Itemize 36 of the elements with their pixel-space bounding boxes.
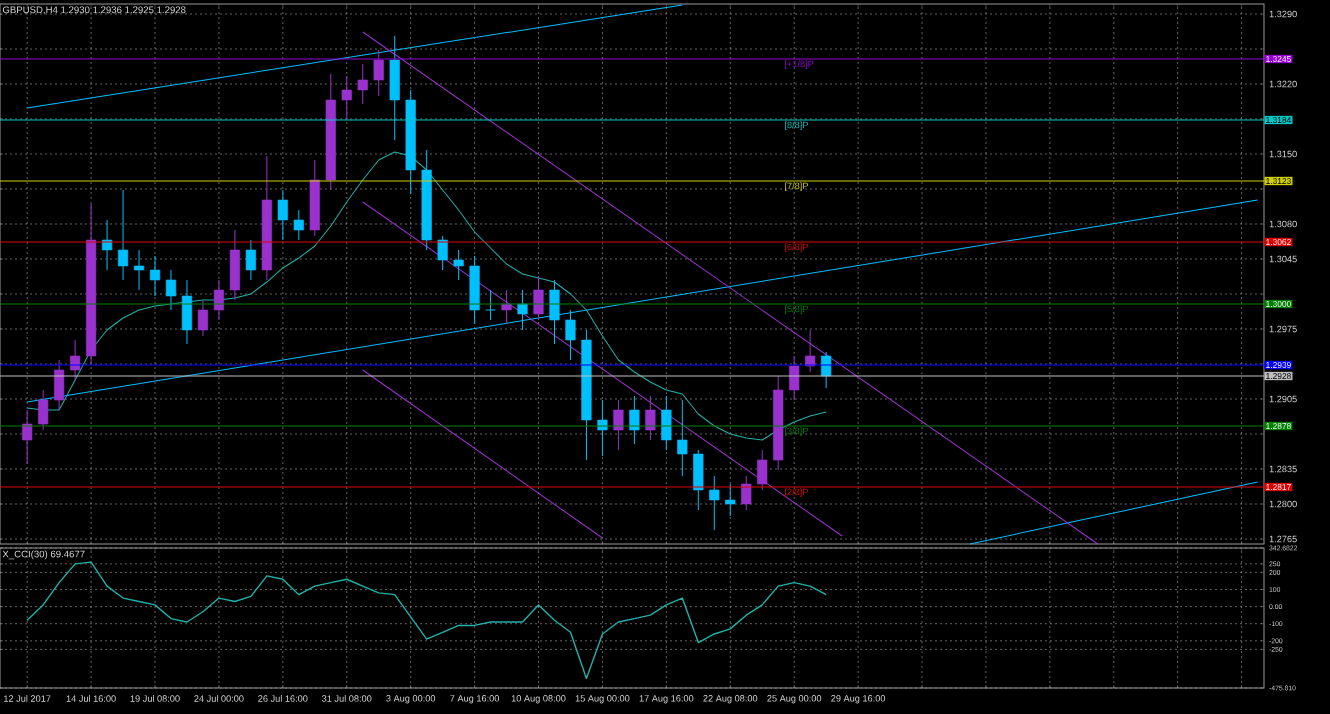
candlestick — [661, 395, 672, 451]
candlestick — [133, 249, 145, 291]
candlestick — [213, 279, 225, 321]
candlestick — [565, 309, 576, 361]
candlestick — [117, 189, 129, 281]
candlestick — [341, 75, 352, 121]
candlestick — [357, 63, 368, 105]
candlestick — [789, 355, 800, 401]
candlestick — [22, 409, 33, 465]
candlestick — [277, 189, 288, 241]
candlestick — [54, 359, 65, 411]
candlestick — [533, 275, 544, 321]
candlestick — [645, 395, 656, 441]
candlestick — [437, 235, 448, 271]
candlestick — [197, 299, 209, 337]
candlestick — [38, 389, 49, 431]
candlestick — [245, 239, 256, 281]
candlestick — [757, 449, 768, 491]
candlestick — [293, 209, 304, 241]
candlestick — [485, 289, 496, 321]
candlestick — [181, 279, 193, 345]
candlestick — [517, 289, 528, 331]
candlestick — [229, 229, 240, 301]
candlestick — [453, 249, 464, 281]
candlestick — [677, 399, 688, 477]
candlestick — [693, 449, 704, 511]
candlestick — [741, 475, 752, 511]
candlestick — [149, 255, 161, 297]
candlestick — [709, 475, 720, 531]
candlestick — [629, 395, 640, 445]
candlestick — [165, 269, 177, 311]
candlestick — [549, 279, 560, 345]
candlestick — [469, 255, 480, 325]
candlestick — [613, 399, 624, 451]
candlestick — [373, 49, 384, 97]
candlestick — [725, 483, 736, 517]
